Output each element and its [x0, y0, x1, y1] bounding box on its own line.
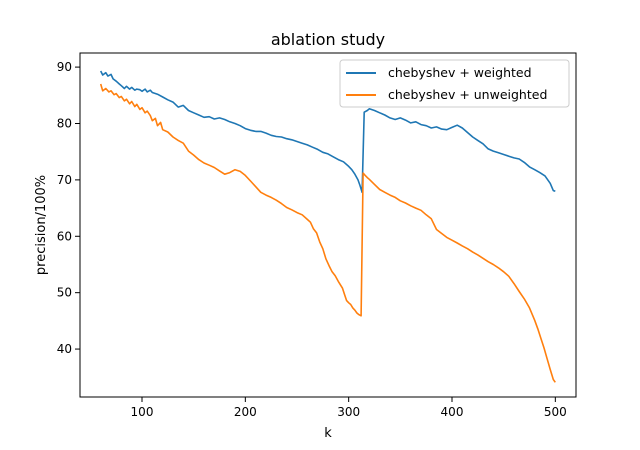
plot-area — [99, 70, 556, 383]
y-tick-label: 50 — [57, 286, 72, 300]
legend: chebyshev + weighted chebyshev + unweight… — [339, 59, 570, 108]
series-line-unweighted — [99, 83, 556, 383]
x-tick-label: 400 — [441, 405, 464, 419]
x-tick-label: 500 — [544, 405, 567, 419]
y-axis: 40 50 60 70 80 90 — [57, 60, 80, 356]
y-tick-label: 80 — [57, 116, 72, 130]
y-tick-label: 60 — [57, 229, 72, 243]
x-tick-label: 200 — [234, 405, 257, 419]
legend-label-weighted: chebyshev + weighted — [388, 65, 532, 80]
x-tick-label: 100 — [131, 405, 154, 419]
y-tick-label: 90 — [57, 60, 72, 74]
series-line-weighted — [99, 70, 556, 194]
chart-title: ablation study — [271, 30, 385, 49]
x-axis: 100 200 300 400 500 — [131, 397, 567, 419]
y-tick-label: 40 — [57, 342, 72, 356]
y-tick-label: 70 — [57, 173, 72, 187]
axes-frame — [79, 52, 577, 398]
y-axis-label: precision/100% — [34, 175, 49, 275]
legend-label-unweighted: chebyshev + unweighted — [388, 87, 547, 102]
x-tick-label: 300 — [337, 405, 360, 419]
legend-box — [339, 59, 570, 108]
x-axis-label: k — [324, 426, 332, 441]
